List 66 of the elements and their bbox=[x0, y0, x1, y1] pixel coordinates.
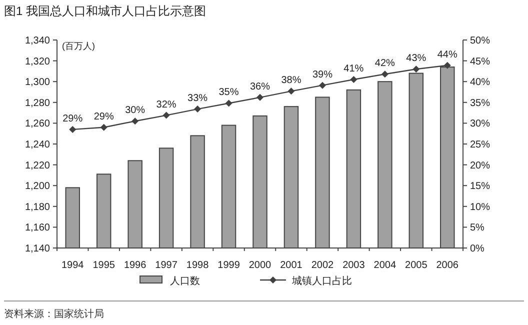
point bbox=[69, 126, 76, 133]
y2-tick-label: 50% bbox=[470, 36, 490, 46]
y-tick-label: 1,300 bbox=[24, 77, 50, 88]
y2-tick-label: 35% bbox=[470, 98, 490, 109]
legend-label: 城镇人口占比 bbox=[291, 275, 352, 287]
data-label: 38% bbox=[281, 75, 302, 86]
x-tick-label: 1995 bbox=[92, 260, 116, 271]
point bbox=[256, 94, 264, 101]
data-label: 29% bbox=[62, 113, 83, 124]
point bbox=[381, 70, 388, 78]
x-tick-label: 1996 bbox=[124, 260, 147, 271]
x-tick-label: 1994 bbox=[61, 260, 84, 271]
data-label: 41% bbox=[344, 64, 364, 75]
point bbox=[132, 118, 139, 125]
data-label: 33% bbox=[188, 93, 208, 104]
y-tick-label: 1,340 bbox=[24, 36, 50, 46]
y2-tick-label: 20% bbox=[470, 160, 490, 172]
y-tick-label: 1,240 bbox=[24, 140, 50, 150]
y2-tick-label: 30% bbox=[470, 118, 490, 130]
y2-tick-label: 15% bbox=[470, 181, 490, 192]
data-label: 36% bbox=[250, 81, 270, 92]
data-label: 32% bbox=[156, 99, 176, 110]
y-tick-label: 1,200 bbox=[24, 181, 50, 192]
y-tick-label: 1,280 bbox=[24, 98, 50, 109]
data-label: 30% bbox=[125, 105, 146, 116]
x-tick-label: 2005 bbox=[405, 260, 428, 271]
point bbox=[100, 124, 108, 131]
x-tick-label: 1999 bbox=[218, 260, 240, 271]
point bbox=[225, 100, 232, 107]
chart-title: 图1 我国总人口和城市人口占比示意图 bbox=[4, 4, 206, 18]
y-tick-label: 1,140 bbox=[24, 244, 50, 254]
x-tick-label: 2000 bbox=[248, 260, 272, 271]
data-label: 44% bbox=[437, 49, 458, 60]
y-tick-label: 1,160 bbox=[24, 222, 50, 234]
data-label: 43% bbox=[406, 53, 426, 64]
x-tick-label: 2003 bbox=[342, 260, 366, 271]
point bbox=[288, 88, 295, 95]
point bbox=[444, 62, 451, 69]
x-tick-label: 1998 bbox=[186, 260, 210, 271]
point bbox=[162, 112, 170, 119]
point bbox=[194, 106, 202, 113]
y-tick-label: 1,320 bbox=[24, 56, 50, 68]
x-tick-label: 2002 bbox=[311, 260, 334, 271]
y2-tick-label: 40% bbox=[470, 77, 490, 88]
y-tick-label: 1,220 bbox=[24, 160, 50, 172]
point bbox=[350, 76, 358, 84]
data-label: 39% bbox=[312, 69, 333, 80]
y2-tick-label: 10% bbox=[470, 202, 490, 213]
point bbox=[412, 66, 420, 73]
x-tick-label: 1997 bbox=[155, 260, 178, 271]
y2-tick-label: 45% bbox=[470, 56, 490, 68]
text: 资料来源：国家统计局 bbox=[4, 308, 104, 320]
legend-label: 人口数 bbox=[170, 276, 200, 287]
x-tick-label: 2006 bbox=[436, 260, 459, 271]
y-axis-title: (百万人) bbox=[62, 41, 95, 51]
data-label: 29% bbox=[94, 111, 114, 122]
x-tick-label: 2004 bbox=[374, 260, 396, 271]
y-tick-label: 1,180 bbox=[24, 202, 50, 213]
data-label: 35% bbox=[218, 87, 239, 98]
point bbox=[318, 82, 326, 89]
y2-tick-label: 0% bbox=[470, 244, 485, 254]
data-label: 42% bbox=[374, 58, 396, 70]
y2-tick-label: 5% bbox=[470, 222, 485, 234]
x-tick-label: 2001 bbox=[280, 260, 303, 271]
y2-tick-label: 25% bbox=[470, 140, 490, 150]
y-tick-label: 1,260 bbox=[24, 118, 50, 130]
